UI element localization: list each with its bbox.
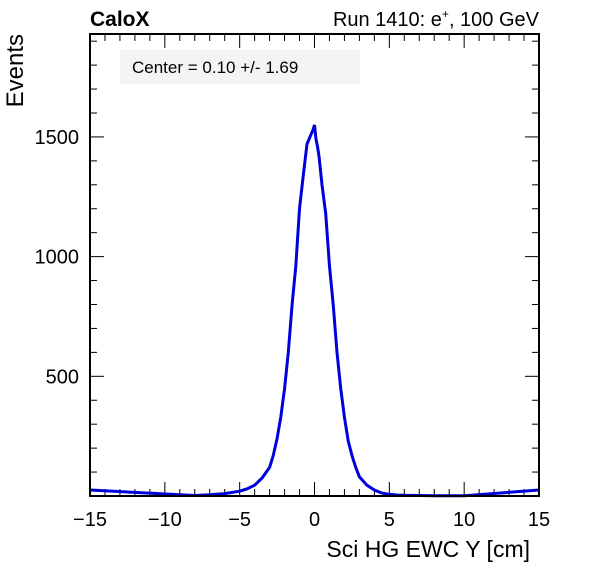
- x-tick-label: −15: [73, 509, 107, 531]
- experiment-label: CaloX: [90, 8, 150, 31]
- axis-ticks: [89, 34, 540, 496]
- plot-frame: [89, 33, 540, 497]
- stats-label: Center = 0.10 +/- 1.69: [132, 58, 298, 77]
- x-tick-label: 5: [384, 509, 395, 531]
- x-tick-label: 0: [309, 509, 320, 531]
- x-tick-label: −5: [228, 509, 251, 531]
- y-tick-labels: 500 1000 1500: [35, 127, 80, 388]
- run-label-suffix: , 100 GeV: [449, 9, 540, 31]
- x-tick-labels: −15 −10 −5 0 5 10 15: [73, 509, 550, 531]
- y-tick-label: 1000: [35, 247, 80, 269]
- x-tick-label: 15: [528, 509, 550, 531]
- run-label: Run 1410: e+, 100 GeV: [333, 7, 540, 31]
- y-axis-title: Events: [2, 34, 29, 107]
- y-tick-label: 1500: [35, 127, 80, 149]
- stats-box: [120, 50, 360, 84]
- histogram-series-line: [89, 124, 540, 498]
- run-label-prefix: Run 1410: e: [333, 9, 442, 31]
- x-axis-title: Sci HG EWC Y [cm]: [326, 536, 530, 562]
- y-tick-label: 500: [46, 366, 79, 388]
- x-tick-label: 10: [453, 509, 475, 531]
- run-label-superscript: +: [442, 7, 449, 21]
- x-tick-label: −10: [148, 509, 182, 531]
